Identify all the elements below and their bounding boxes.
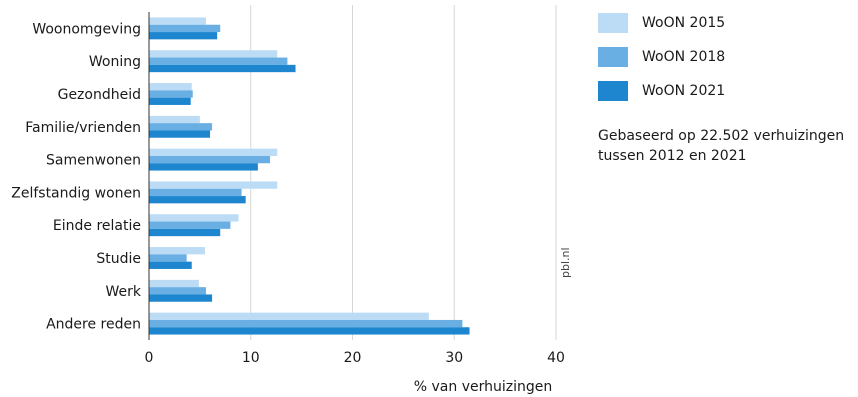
bar [149, 228, 221, 237]
bar [149, 155, 271, 164]
bar [149, 115, 200, 124]
legend-swatch [598, 81, 628, 101]
category-label: Woning [89, 54, 141, 70]
bar [149, 123, 213, 131]
bars [149, 17, 470, 335]
bar [149, 50, 278, 58]
category-label: Familie/vrienden [25, 120, 141, 136]
bar [149, 254, 187, 262]
legend-item: WoON 2018 [598, 40, 725, 74]
bar [149, 32, 218, 40]
bar [149, 181, 278, 189]
category-label: Woonomgeving [32, 21, 141, 37]
gridlines [250, 5, 557, 340]
bar [149, 279, 199, 288]
bar [149, 261, 192, 269]
legend: WoON 2015 WoON 2018 WoON 2021 [598, 6, 725, 108]
legend-label: WoON 2021 [642, 83, 726, 99]
bar [149, 188, 242, 197]
note-text: Gebaseerd op 22.502 verhuizingen tussen … [598, 128, 845, 164]
category-label: Zelfstandig wonen [11, 185, 141, 201]
category-label: Werk [106, 284, 142, 300]
bar [149, 221, 231, 229]
bar [149, 64, 296, 73]
bar [149, 17, 206, 25]
x-axis-label: % van verhuizingen [414, 379, 552, 395]
bar [149, 83, 192, 91]
legend-item: WoON 2015 [598, 6, 725, 40]
legend-item: WoON 2021 [598, 74, 725, 108]
x-tick-labels: 0 10 20 30 40 [145, 350, 565, 366]
category-label: Gezondheid [58, 87, 141, 103]
bar [149, 90, 193, 98]
x-tick-label: 30 [445, 350, 463, 366]
category-labels: Woonomgeving Woning Gezondheid Familie/vrie… [11, 21, 142, 332]
bar [149, 57, 288, 65]
bar [149, 24, 221, 33]
legend-label: WoON 2015 [642, 15, 726, 31]
bar [149, 287, 206, 295]
bar [149, 163, 258, 171]
category-label: Andere reden [46, 317, 141, 333]
bar [149, 319, 463, 328]
watermark: pbl.nl [559, 247, 572, 278]
category-label: Einde relatie [53, 218, 141, 234]
category-label: Studie [96, 251, 141, 267]
legend-swatch [598, 13, 628, 33]
category-label: Samenwonen [46, 153, 141, 169]
bar [149, 196, 246, 204]
legend-label: WoON 2018 [642, 49, 726, 65]
bar [149, 327, 470, 335]
bar [149, 312, 429, 320]
bar [149, 247, 205, 255]
legend-swatch [598, 47, 628, 67]
bar [149, 148, 278, 156]
bar [149, 294, 213, 302]
bar [149, 214, 239, 222]
x-tick-label: 40 [547, 350, 565, 366]
x-tick-label: 20 [344, 350, 362, 366]
x-tick-label: 0 [145, 350, 154, 366]
x-tick-label: 10 [242, 350, 260, 366]
bar [149, 130, 211, 138]
bar [149, 97, 191, 105]
